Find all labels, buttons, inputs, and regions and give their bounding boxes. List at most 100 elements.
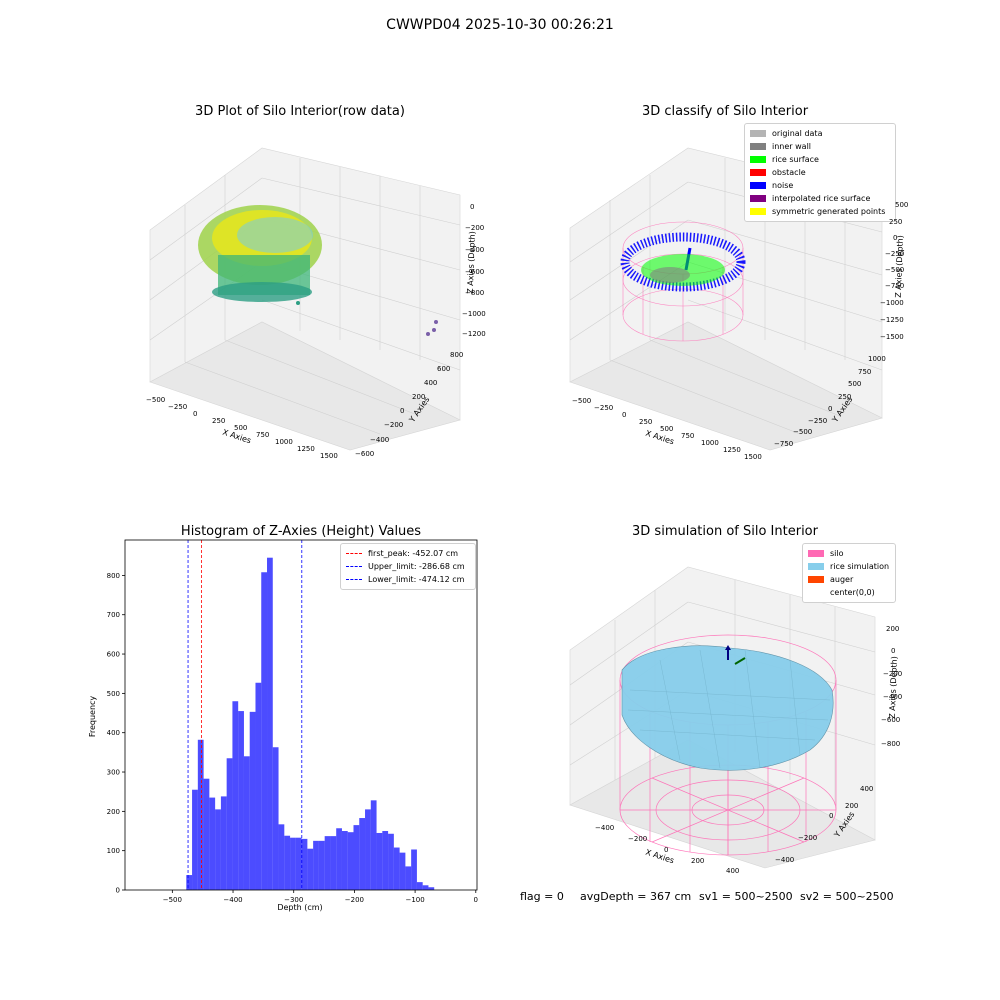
legend-label: center(0,0) <box>830 588 875 597</box>
histogram-bar <box>399 852 406 890</box>
legend-swatch <box>808 563 824 570</box>
legend-item-silo: silo <box>808 547 890 560</box>
panel2-z-tick: −1500 <box>880 333 904 341</box>
legend-item-noise: noise <box>750 179 890 192</box>
panel1-x-tick: 1250 <box>297 445 315 453</box>
legend-swatch <box>750 156 766 163</box>
histogram-ticks: −500 −400 −300 −200 −100 0 0 100 200 300 400 500 600… <box>107 572 478 904</box>
legend-item-inner-wall: inner wall <box>750 140 890 153</box>
panel2-title: 3D classify of Silo Interior <box>641 104 809 119</box>
footer-flag: flag = 0 <box>520 890 564 903</box>
panel4-z-tick: −600 <box>881 716 901 724</box>
panel1-x-tick: −250 <box>168 403 188 411</box>
footer-sv2: sv2 = 500~2500 <box>800 890 894 903</box>
histogram-bar <box>261 572 268 890</box>
histogram-bar <box>295 837 302 890</box>
legend-swatch <box>750 130 766 137</box>
histogram-bar <box>301 838 308 890</box>
panel4-x-tick: 0 <box>664 846 669 854</box>
histogram-y-tick-label: 200 <box>107 808 120 816</box>
panel2-z-tick: −1250 <box>880 316 904 324</box>
panel4-x-tick: 200 <box>691 857 705 865</box>
histogram-bar <box>330 836 337 890</box>
legend-item-auger: auger <box>808 573 890 586</box>
histogram-bar <box>267 557 273 890</box>
histogram-bar <box>278 824 285 890</box>
histogram-bar <box>255 682 262 890</box>
legend-swatch <box>346 566 362 567</box>
panel1-y-tick: −400 <box>370 436 390 444</box>
panel2-z-tick: −1000 <box>880 299 904 307</box>
histogram-x-tick-label: −500 <box>163 896 182 904</box>
panel1-z-tick: 0 <box>470 203 475 211</box>
panel1-x-tick: 500 <box>234 424 248 432</box>
panel2-y-tick: −250 <box>808 417 828 425</box>
histogram-bar <box>359 818 366 890</box>
legend-label: rice surface <box>772 155 819 164</box>
panel4-x-tick: −400 <box>595 824 615 832</box>
histogram-x-tick-label: −300 <box>284 896 303 904</box>
panel1-y-tick: −600 <box>355 450 375 458</box>
panel2-z-tick: −500 <box>885 266 905 274</box>
panel2-y-tick: 750 <box>858 368 872 376</box>
histogram-bar <box>365 809 371 890</box>
panel2-rice-surface <box>641 254 725 286</box>
legend-swatch <box>808 589 824 596</box>
footer-avg-depth: avgDepth = 367 cm <box>580 890 692 903</box>
panel2-legend: original data inner wall rice surface ob… <box>744 123 896 222</box>
histogram-x-tick-label: −100 <box>405 896 424 904</box>
histogram-bar <box>272 747 279 890</box>
legend-label: first_peak: -452.07 cm <box>368 549 459 558</box>
legend-label: silo <box>830 549 844 558</box>
panel1-z-tick: −1000 <box>462 310 486 318</box>
histogram-y-label: Frequency <box>88 695 98 738</box>
histogram-bar <box>243 756 250 890</box>
legend-label: interpolated rice surface <box>772 194 871 203</box>
histogram-bar <box>232 701 239 890</box>
panel2-y-tick: −500 <box>793 428 813 436</box>
panel2-x-tick: 750 <box>681 432 695 440</box>
histogram-bar <box>411 849 417 890</box>
panel2-z-tick: 0 <box>893 234 898 242</box>
panel4-z-tick: 200 <box>886 625 900 633</box>
panel4-y-tick: −200 <box>798 834 818 842</box>
histogram-bar <box>192 789 198 890</box>
histogram-bar <box>324 836 331 890</box>
panel2-x-tick: 250 <box>639 418 653 426</box>
panel2-y-tick: −750 <box>774 440 794 448</box>
panel2-x-tick: 1000 <box>701 439 719 447</box>
legend-label: obstacle <box>772 168 806 177</box>
panel1-y-tick: 800 <box>450 351 464 359</box>
histogram-bar <box>405 866 412 890</box>
histogram-bar <box>226 758 233 890</box>
histogram-bar <box>313 840 319 890</box>
legend-swatch <box>750 182 766 189</box>
panel4-rice-surface <box>621 645 834 771</box>
histogram-bar <box>388 833 394 890</box>
legend-label: symmetric generated points <box>772 207 886 216</box>
panel2-x-tick: 1250 <box>723 446 741 454</box>
panel1-x-tick: 750 <box>256 431 270 439</box>
panel2-z-tick: −250 <box>885 250 905 258</box>
panel2-x-tick: 0 <box>622 411 627 419</box>
panel1-y-tick: 600 <box>437 365 451 373</box>
histogram-bar <box>290 837 296 890</box>
panel4-x-tick: 400 <box>726 867 740 875</box>
panel4-3d-plot <box>569 566 876 869</box>
panel1-pane-floor <box>149 321 461 451</box>
panel4-x-tick: −200 <box>628 835 648 843</box>
figure-suptitle: CWWPD04 2025-10-30 00:26:21 <box>386 17 614 33</box>
histogram-bar <box>382 831 389 890</box>
panel4-surface-mesh <box>627 649 831 769</box>
legend-swatch <box>750 208 766 215</box>
panel4-pane-floor <box>569 739 876 869</box>
panel4-y-tick: 200 <box>845 802 859 810</box>
panel1-x-tick: 1000 <box>275 438 293 446</box>
histogram-bar <box>416 882 423 890</box>
legend-label: noise <box>772 181 794 190</box>
panel1-y-tick: 200 <box>412 393 426 401</box>
panel2-y-tick: 500 <box>848 380 862 388</box>
histogram-bar <box>186 875 193 890</box>
histogram-bar <box>428 887 435 890</box>
panel2-x-tick: −250 <box>594 404 614 412</box>
